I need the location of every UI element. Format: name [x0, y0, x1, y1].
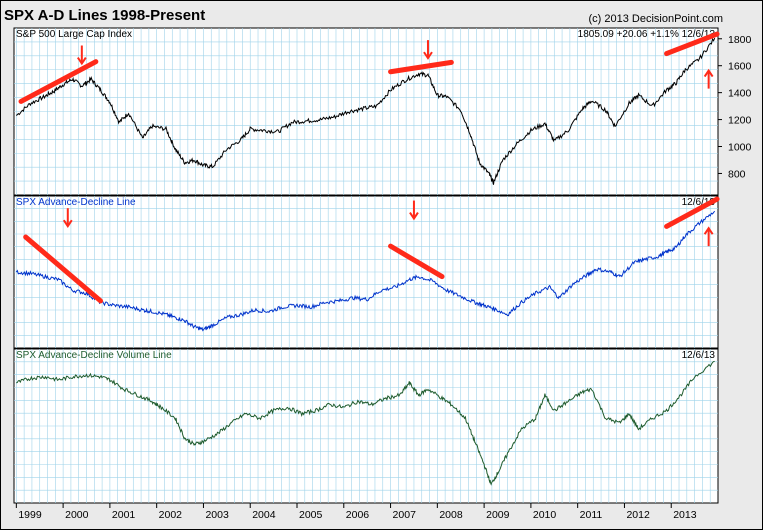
red-trendline — [388, 243, 445, 280]
x-tick-label: 2001 — [112, 509, 136, 521]
x-tick-label: 2011 — [580, 509, 603, 521]
ad-volume-panel-label: SPX Advance-Decline Volume Line — [16, 350, 172, 361]
x-tick-label: 2004 — [252, 509, 276, 521]
x-tick-label: 2005 — [299, 509, 323, 521]
arrow-head — [703, 226, 714, 235]
panel-price: 800 1000 1200 1400 1600 1800 — [13, 27, 752, 196]
series-line-ad_line — [15, 210, 716, 332]
y-tick-label: 800 — [728, 168, 746, 180]
sp500-panel-label: S&P 500 Large Cap Index — [16, 29, 132, 40]
x-tick-label: 2002 — [159, 509, 183, 521]
x-tick-label: 2013 — [673, 509, 697, 521]
y-tick-label: 1400 — [728, 88, 752, 100]
x-tick-label: 2003 — [205, 509, 229, 521]
series-line-ad_volume_line — [16, 360, 715, 486]
x-tick-label: 2000 — [65, 509, 89, 521]
arrow-head — [409, 212, 419, 221]
series-line-price — [15, 37, 716, 185]
ad-line-panel-label: SPX Advance-Decline Line — [16, 197, 136, 208]
y-tick-label: 1600 — [728, 61, 752, 73]
ad-line-readout: 12/6/13 — [682, 197, 716, 208]
red-trendline — [388, 59, 454, 75]
x-tick-label: 2007 — [393, 509, 417, 521]
x-tick-label: 2009 — [486, 509, 510, 521]
red-trendline — [664, 31, 720, 57]
sp500-readout: 1805.09 +20.06 +1.1% 12/6/13 — [578, 29, 716, 40]
panel-ad_volume_line — [13, 348, 719, 504]
chart-title: SPX A-D Lines 1998-Present — [4, 7, 206, 24]
x-tick-label: 2008 — [439, 509, 463, 521]
arrow-head — [62, 219, 73, 228]
arrow-head — [423, 51, 433, 60]
arrow-head — [76, 56, 87, 66]
red-trendline — [664, 196, 720, 229]
x-tick-label: 2006 — [346, 509, 370, 521]
red-trendline — [23, 234, 104, 304]
y-tick-label: 1000 — [728, 142, 752, 154]
copyright-text: (c) 2013 DecisionPoint.com — [588, 13, 723, 25]
x-tick-label: 1999 — [18, 509, 42, 521]
red-trendline — [18, 59, 99, 104]
y-tick-label: 1200 — [728, 115, 752, 127]
x-tick-label: 2010 — [533, 509, 557, 521]
ad-volume-readout: 12/6/13 — [682, 350, 716, 361]
panel-ad_line — [13, 195, 719, 349]
y-tick-label: 1800 — [728, 34, 752, 46]
x-tick-label: 2012 — [626, 509, 650, 521]
arrow-head — [703, 68, 714, 78]
